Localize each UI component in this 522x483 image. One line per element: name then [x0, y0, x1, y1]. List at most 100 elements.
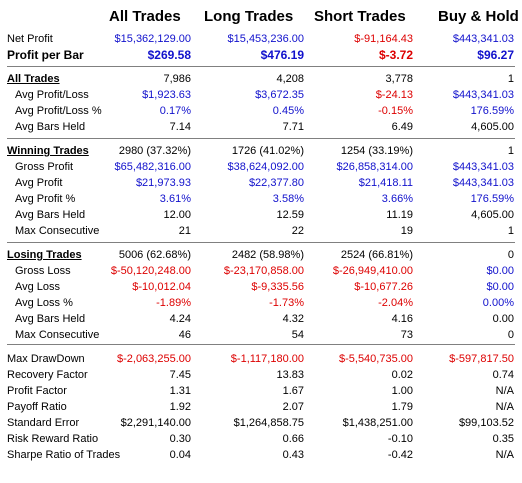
- row-label: Gross Loss: [15, 265, 71, 277]
- table-row: Winning Trades 2980 (37.32%) 1726 (41.02%)…: [0, 143, 522, 159]
- table-row: Max DrawDown $-2,063,255.00 $-1,117,180.00…: [0, 351, 522, 367]
- cell-value: 176.59%: [470, 105, 514, 117]
- section-divider: [7, 138, 515, 139]
- cell-value: 4,605.00: [471, 121, 514, 133]
- row-label: Avg Bars Held: [15, 121, 86, 133]
- cell-value: 1.00: [391, 385, 413, 397]
- cell-value: 7.45: [169, 369, 191, 381]
- row-label: Sharpe Ratio of Trades: [7, 449, 121, 461]
- cell-value: 176.59%: [470, 193, 514, 205]
- row-label: Max DrawDown: [7, 353, 85, 365]
- cell-value: 1.31: [169, 385, 191, 397]
- cell-value: $0.00: [486, 265, 514, 277]
- table-row: Risk Reward Ratio 0.30 0.66 -0.10 0.35: [0, 431, 522, 447]
- cell-value: 6.49: [391, 121, 413, 133]
- cell-value: N/A: [495, 401, 514, 413]
- table-row: Sharpe Ratio of Trades 0.04 0.43 -0.42 N/A: [0, 447, 522, 463]
- table-row: All Trades 7,986 4,208 3,778 1: [0, 71, 522, 87]
- cell-value: $476.19: [260, 48, 304, 62]
- cell-value: $443,341.03: [452, 161, 514, 173]
- cell-value: 0.17%: [159, 105, 191, 117]
- cell-value: -0.15%: [378, 105, 413, 117]
- table-row: Max Consecutive 21 22 19 1: [0, 223, 522, 239]
- table-row: Avg Profit/Loss % 0.17% 0.45% -0.15% 176.59%: [0, 103, 522, 119]
- cell-value: 0: [507, 249, 514, 261]
- row-label: Gross Profit: [15, 161, 74, 173]
- cell-value: 4,208: [276, 73, 304, 85]
- cell-value: $-10,012.04: [132, 281, 191, 293]
- cell-value: 0.43: [282, 449, 304, 461]
- table-row: Avg Bars Held 4.24 4.32 4.16 0.00: [0, 311, 522, 327]
- cell-value: 1: [507, 225, 514, 237]
- table-row: Avg Profit $21,973.93 $22,377.80 $21,418.11…: [0, 175, 522, 191]
- cell-value: $96.27: [477, 48, 514, 62]
- cell-value: N/A: [495, 449, 514, 461]
- cell-value: $-24.13: [375, 89, 413, 101]
- cell-value: 19: [400, 225, 413, 237]
- table-row: Profit per Bar $269.58 $476.19 $-3.72 $96.27: [0, 47, 522, 63]
- row-label: Avg Bars Held: [15, 313, 86, 325]
- cell-value: $99,103.52: [458, 417, 514, 429]
- column-header-buy-and-hold: Buy & Hold: [438, 8, 519, 25]
- cell-value: -2.04%: [378, 297, 413, 309]
- cell-value: $22,377.80: [248, 177, 304, 189]
- row-label: Losing Trades: [7, 249, 82, 261]
- cell-value: 21: [178, 225, 191, 237]
- column-header-long-trades: Long Trades: [204, 8, 294, 25]
- cell-value: 0.00: [492, 313, 514, 325]
- cell-value: $-50,120,248.00: [110, 265, 191, 277]
- cell-value: 4.32: [282, 313, 304, 325]
- cell-value: $2,291,140.00: [120, 417, 191, 429]
- cell-value: $1,438,251.00: [342, 417, 413, 429]
- row-label: Risk Reward Ratio: [7, 433, 99, 445]
- cell-value: 0.04: [169, 449, 191, 461]
- row-label: Standard Error: [7, 417, 80, 429]
- cell-value: 0.30: [169, 433, 191, 445]
- cell-value: 1: [507, 145, 514, 157]
- table-row: Avg Loss % -1.89% -1.73% -2.04% 0.00%: [0, 295, 522, 311]
- cell-value: 2980 (37.32%): [118, 145, 191, 157]
- table-row: Avg Bars Held 12.00 12.59 11.19 4,605.00: [0, 207, 522, 223]
- cell-value: N/A: [495, 385, 514, 397]
- cell-value: -1.73%: [269, 297, 304, 309]
- cell-value: 11.19: [386, 209, 413, 221]
- cell-value: -0.42: [387, 449, 413, 461]
- cell-value: 7.14: [169, 121, 191, 133]
- cell-value: 54: [291, 329, 304, 341]
- cell-value: 1.67: [282, 385, 304, 397]
- cell-value: -1.89%: [156, 297, 191, 309]
- row-label: Max Consecutive: [15, 225, 100, 237]
- column-header-short-trades: Short Trades: [314, 8, 406, 25]
- table-row: Avg Loss $-10,012.04 $-9,335.56 $-10,677.26…: [0, 279, 522, 295]
- row-label: Avg Profit: [15, 177, 63, 189]
- cell-value: 0.35: [492, 433, 514, 445]
- cell-value: $-1,117,180.00: [230, 353, 304, 365]
- row-label: Avg Profit %: [15, 193, 76, 205]
- cell-value: $-91,164.43: [354, 33, 413, 45]
- cell-value: $1,264,858.75: [233, 417, 304, 429]
- row-label: Avg Loss: [15, 281, 61, 293]
- cell-value: $1,923.63: [142, 89, 191, 101]
- cell-value: $-2,063,255.00: [116, 353, 191, 365]
- row-label: Avg Loss %: [15, 297, 73, 309]
- table-row: Payoff Ratio 1.92 2.07 1.79 N/A: [0, 399, 522, 415]
- cell-value: 22: [291, 225, 304, 237]
- cell-value: 73: [400, 329, 413, 341]
- row-label: Avg Profit/Loss %: [15, 105, 102, 117]
- cell-value: 12.00: [163, 209, 191, 221]
- row-label: Winning Trades: [7, 145, 89, 157]
- cell-value: 1254 (33.19%): [340, 145, 413, 157]
- cell-value: 0.66: [282, 433, 304, 445]
- cell-value: 1.79: [391, 401, 413, 413]
- cell-value: $26,858,314.00: [336, 161, 413, 173]
- cell-value: 1.92: [169, 401, 191, 413]
- cell-value: 2.07: [282, 401, 304, 413]
- cell-value: 2482 (58.98%): [231, 249, 304, 261]
- table-row: Avg Profit % 3.61% 3.58% 3.66% 176.59%: [0, 191, 522, 207]
- row-label: Avg Bars Held: [15, 209, 86, 221]
- row-label: Max Consecutive: [15, 329, 100, 341]
- table-row: Net Profit $15,362,129.00 $15,453,236.00 $-…: [0, 31, 522, 47]
- cell-value: 0.00%: [482, 297, 514, 309]
- cell-value: 46: [178, 329, 191, 341]
